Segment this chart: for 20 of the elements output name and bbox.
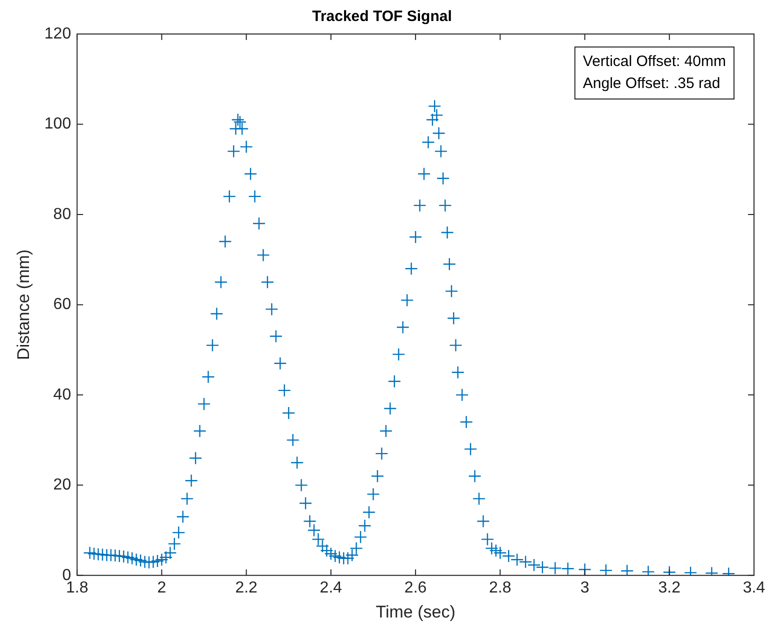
y-tick-label: 20 — [53, 476, 72, 494]
x-tick-label: 3.2 — [658, 579, 681, 596]
x-tick-label: 2.8 — [489, 579, 512, 596]
x-tick-label: 2.2 — [235, 579, 258, 596]
x-tick-label: 1.8 — [66, 579, 88, 596]
x-tick-label: 3.4 — [742, 579, 766, 596]
annotation: Angle Offset: .35 rad — [582, 75, 720, 92]
y-tick-label: 40 — [53, 386, 72, 404]
x-tick-label: 2.6 — [404, 579, 427, 596]
y-axis-title: Distance (mm) — [14, 249, 33, 360]
y-tick-label: 120 — [44, 25, 72, 42]
x-tick-label: 3 — [580, 579, 590, 596]
x-tick-label: 2.4 — [320, 579, 342, 596]
y-tick-label: 100 — [44, 116, 72, 133]
x-tick-label: 2 — [157, 579, 166, 596]
y-tick-label: 60 — [53, 296, 72, 314]
chart-title: Tracked TOF Signal — [312, 8, 452, 26]
y-tick-label: 80 — [53, 206, 72, 223]
annotation: Vertical Offset: 40mm — [582, 53, 726, 70]
x-axis-title: Time (sec) — [376, 602, 456, 622]
